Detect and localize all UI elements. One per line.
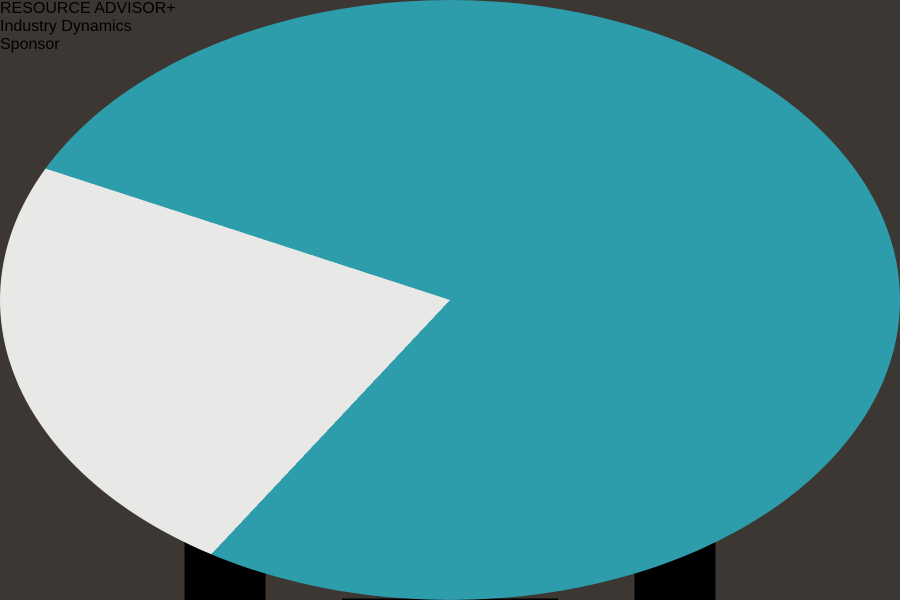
logo-advisor: ADVISOR bbox=[94, 0, 167, 17]
sponsor-label: Sponsor bbox=[0, 36, 60, 53]
organization-name: Industry Dynamics bbox=[0, 18, 132, 35]
sponsor-badge: Sponsor bbox=[0, 36, 900, 54]
app-logo[interactable]: RESOURCE ADVISOR+ bbox=[0, 0, 900, 18]
logo-plus: + bbox=[166, 0, 176, 17]
logo-resource: RESOURCE bbox=[0, 0, 91, 17]
